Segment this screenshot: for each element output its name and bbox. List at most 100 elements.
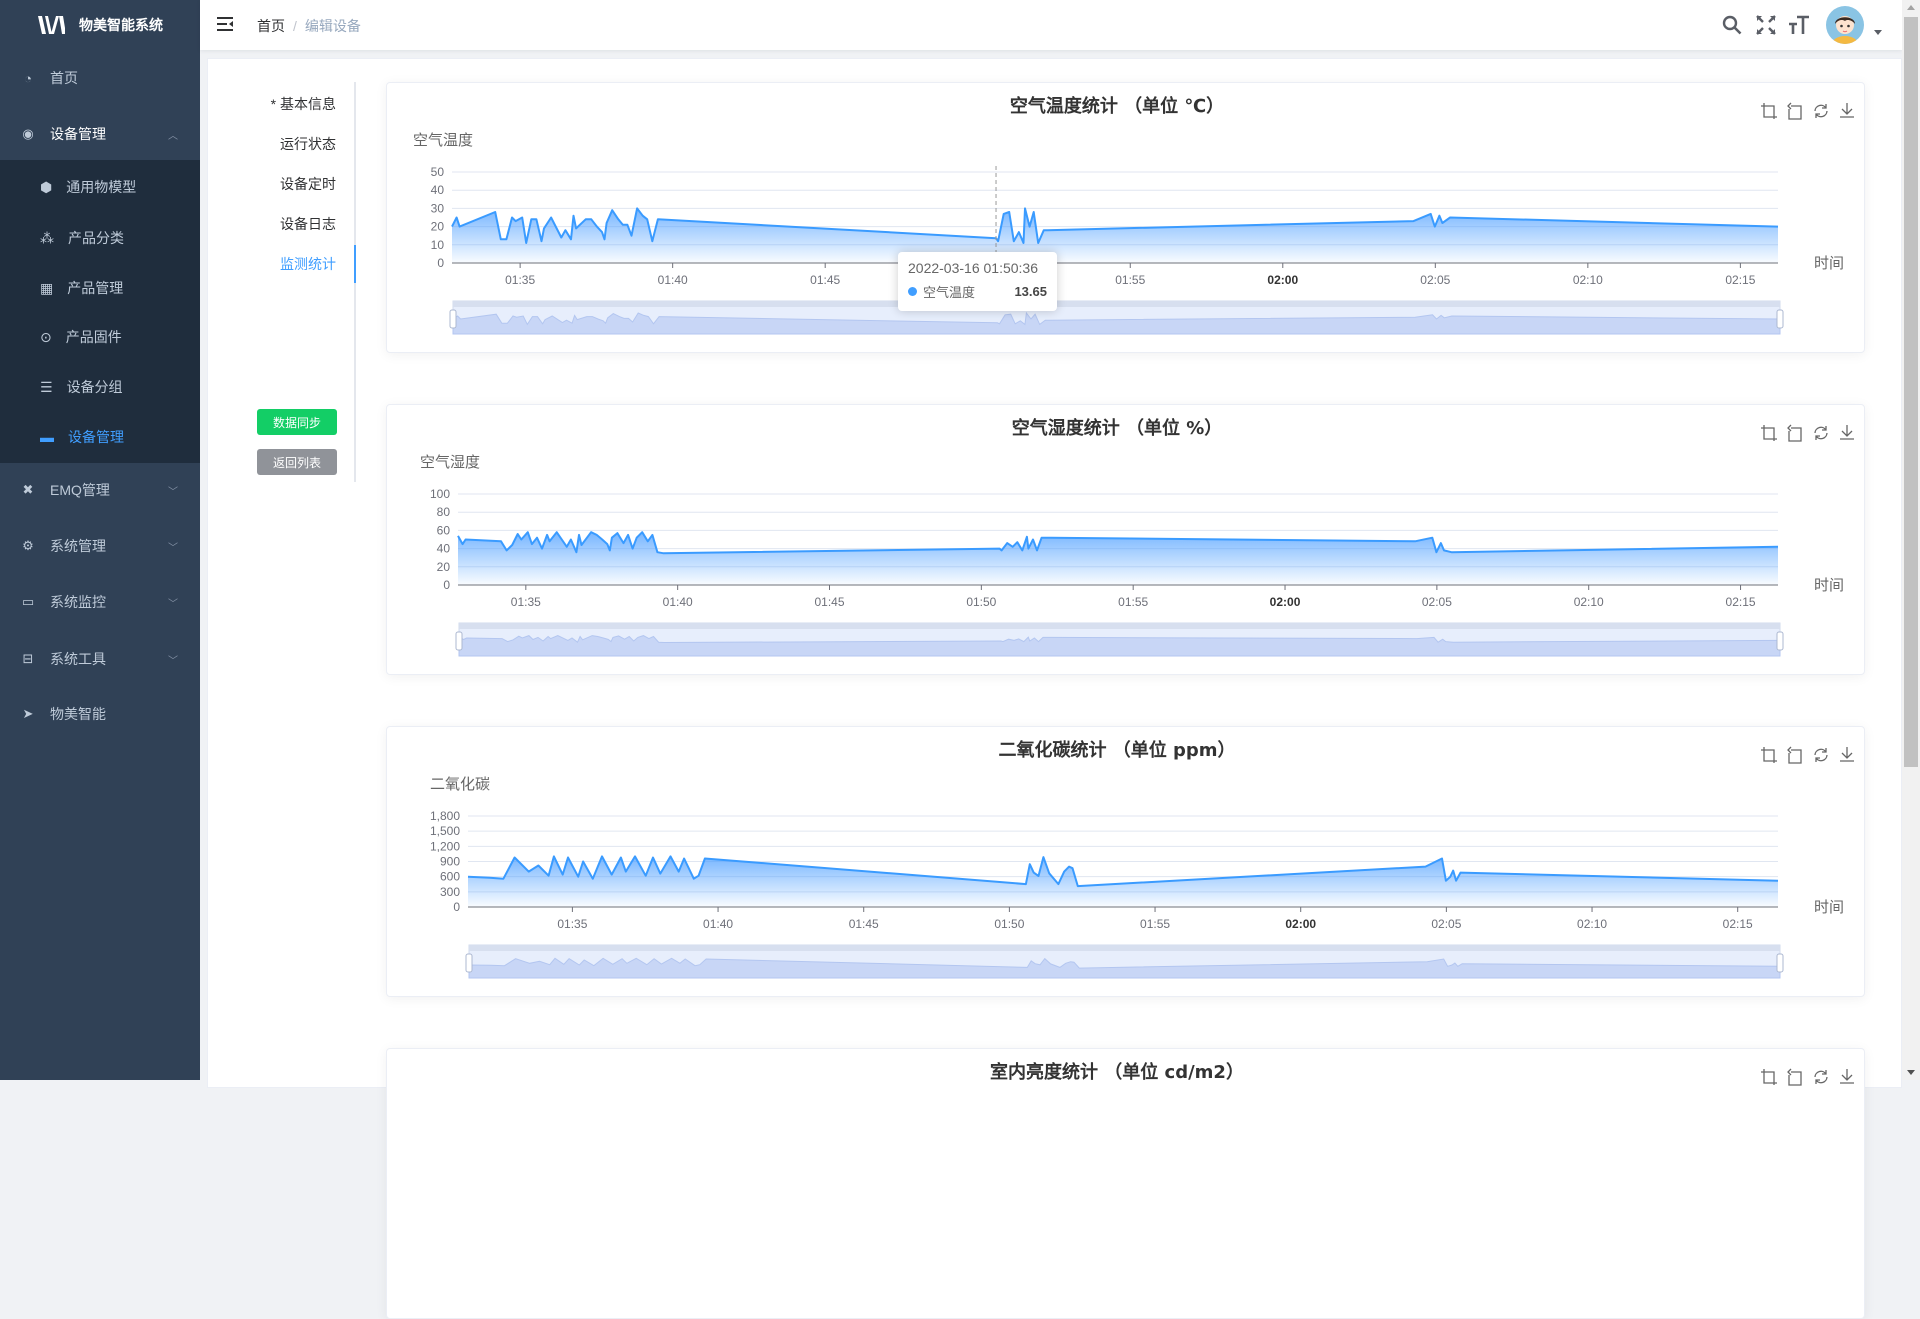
sidebar-item-emq[interactable]: ✖ EMQ管理 ﹀ [0, 462, 200, 518]
chart-humidity[interactable]: 空气湿度统计 （单位 %） 空气湿度 0 20 40 60 80 100 01:35 01:40 0… [387, 405, 1865, 675]
zoom-reset-icon-path [1787, 746, 1802, 764]
datazoom-handle-left[interactable] [455, 631, 463, 651]
sidebar-item-label: 产品固件 [65, 329, 122, 345]
download-icon-path [1840, 425, 1854, 440]
avatar[interactable] [1826, 6, 1864, 44]
scroll-up-icon[interactable] [1907, 5, 1915, 10]
scrollbar-thumb[interactable] [1904, 17, 1918, 767]
tab-device-timer[interactable]: 设备定时 [280, 176, 336, 192]
sidebar-item-tools[interactable]: ⊟ 系统工具 ﹀ [0, 631, 200, 687]
chevron-down-icon: ﹀ [168, 655, 178, 667]
series-area [468, 856, 1778, 907]
datazoom-handle-right[interactable] [1776, 309, 1784, 329]
zoom-reset-icon-path [1787, 102, 1802, 120]
hamburger-icon[interactable] [216, 15, 234, 33]
datazoom-handle-left[interactable] [465, 953, 473, 973]
tab-run-status[interactable]: 运行状态 [280, 136, 336, 152]
sidebar-item-home[interactable]: ◔ 首页 [0, 50, 200, 106]
x-tick-label: 01:55 [1140, 917, 1170, 931]
datazoom-data-shadow [452, 311, 1781, 335]
sidebar-item-wumei[interactable]: ➤ 物美智能 [0, 686, 200, 742]
font-size-icon[interactable] [1787, 13, 1811, 37]
paper-plane-icon: ➤ [22, 706, 34, 721]
chart-tooltip: 2022-03-16 01:50:36 空气温度 13.65 [898, 252, 1057, 311]
y-tick-label: 0 [443, 578, 450, 592]
chart-title: 空气湿度统计 （单位 %） [1012, 417, 1223, 439]
list-icon: ▬ [40, 429, 54, 445]
download-icon[interactable] [1840, 103, 1854, 118]
zoom-reset-icon-path [1787, 424, 1802, 442]
sidebar-item-device-management[interactable]: ◉ 设备管理 ︿ [0, 106, 200, 162]
chart-card-brightness: 室内亮度统计 （单位 cd/m2） [386, 1048, 1865, 1319]
zoom-reset-icon[interactable] [1787, 102, 1802, 120]
y-tick-label: 900 [440, 855, 460, 869]
sidebar-item-device-group[interactable]: ☰ 设备分组 [0, 362, 200, 412]
datazoom-handle-right[interactable] [1776, 631, 1784, 651]
breadcrumb-home[interactable]: 首页 [257, 18, 285, 34]
restore-icon[interactable] [1814, 426, 1828, 440]
x-tick-label: 02:00 [1270, 595, 1301, 609]
datazoom-handle-right[interactable] [1776, 953, 1784, 973]
header: 首页 / 编辑设备 [200, 0, 1902, 50]
download-icon[interactable] [1840, 1069, 1854, 1084]
chart-temperature[interactable]: 空气温度统计 （单位 ℃） 空气温度 0 10 20 30 40 50 01:35 01:40 01… [387, 83, 1865, 353]
chart-brightness[interactable]: 室内亮度统计 （单位 cd/m2） [387, 1049, 1865, 1319]
sidebar-item-product-category[interactable]: ⁂ 产品分类 [0, 213, 200, 263]
download-icon-path [1840, 1069, 1854, 1084]
scroll-down-icon[interactable] [1907, 1070, 1915, 1075]
zoom-icon[interactable] [1761, 1069, 1777, 1085]
x-tick-label: 01:45 [849, 917, 879, 931]
logo[interactable]: 物美智能系统 [0, 0, 200, 50]
sidebar-item-system[interactable]: ⚙ 系统管理 ﹀ [0, 518, 200, 574]
zoom-reset-icon[interactable] [1787, 746, 1802, 764]
sidebar-item-label: 系统管理 [50, 538, 106, 554]
sidebar-item-device-list[interactable]: ▬ 设备管理 [0, 412, 200, 462]
datazoom-data-shadow [468, 957, 1781, 979]
y-tick-label: 0 [453, 900, 460, 914]
zoom-reset-icon[interactable] [1787, 1068, 1802, 1086]
fullscreen-icon[interactable] [1754, 13, 1778, 37]
x-tick-label: 02:05 [1422, 595, 1452, 609]
download-icon[interactable] [1840, 747, 1854, 762]
zoom-icon-path [1761, 103, 1777, 119]
sidebar-item-firmware[interactable]: ⊙ 产品固件 [0, 312, 200, 362]
sidebar-item-label: EMQ管理 [50, 482, 110, 498]
restore-icon[interactable] [1814, 748, 1828, 762]
app-title: 物美智能系统 [79, 17, 163, 33]
data-sync-button[interactable]: 数据同步 [257, 409, 337, 435]
sidebar-item-product-management[interactable]: ▦ 产品管理 [0, 263, 200, 313]
sidebar-item-label: 设备分组 [66, 379, 123, 395]
x-tick-label: 01:55 [1115, 273, 1145, 287]
zoom-icon[interactable] [1761, 103, 1777, 119]
download-icon[interactable] [1840, 425, 1854, 440]
datazoom-handle-left[interactable] [449, 309, 457, 329]
tab-monitor-stats[interactable]: 监测统计 [280, 256, 336, 272]
zoom-icon[interactable] [1761, 747, 1777, 763]
restore-icon[interactable] [1814, 1070, 1828, 1084]
download-icon-path [1840, 747, 1854, 762]
tab-device-log[interactable]: 设备日志 [280, 216, 336, 232]
back-to-list-button[interactable]: 返回列表 [257, 449, 337, 475]
y-tick-label: 40 [431, 183, 445, 197]
page-scrollbar[interactable] [1902, 0, 1920, 1080]
sidebar-item-thing-model[interactable]: ⬢ 通用物模型 [0, 162, 200, 212]
restore-icon[interactable] [1814, 104, 1828, 118]
x-axis-name: 时间 [1814, 255, 1844, 272]
caret-down-icon[interactable] [1874, 30, 1882, 35]
x-axis-name: 时间 [1814, 899, 1844, 916]
x-tick-label: 02:15 [1726, 595, 1756, 609]
x-tick-label: 01:45 [810, 273, 840, 287]
zoom-reset-icon[interactable] [1787, 424, 1802, 442]
sidebar-item-label: 通用物模型 [66, 179, 137, 195]
x-tick-label: 01:35 [557, 917, 587, 931]
sidebar-item-monitor[interactable]: ▭ 系统监控 ﹀ [0, 574, 200, 630]
sidebar-item-label: 设备管理 [50, 126, 106, 142]
zoom-reset-icon-path [1787, 1068, 1802, 1086]
chevron-up-icon: ︿ [168, 130, 178, 142]
restore-icon-path [1814, 748, 1828, 762]
search-icon[interactable] [1720, 13, 1744, 37]
zoom-icon[interactable] [1761, 425, 1777, 441]
restore-icon-path [1814, 104, 1828, 118]
tab-basic-info[interactable]: * 基本信息 [270, 96, 336, 112]
